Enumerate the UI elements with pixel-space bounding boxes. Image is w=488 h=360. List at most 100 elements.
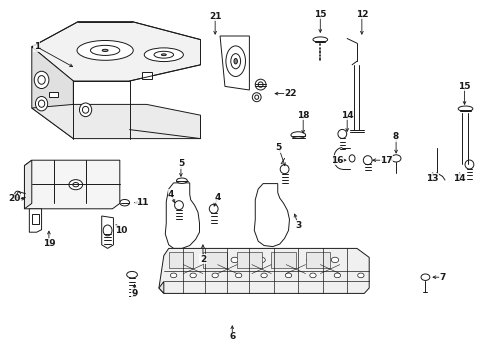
Text: 12: 12 [355,10,367,19]
Ellipse shape [161,54,166,55]
Text: 9: 9 [131,289,138,298]
Text: 8: 8 [392,132,398,141]
Text: 16: 16 [330,156,343,165]
Polygon shape [237,252,261,268]
Text: 10: 10 [115,226,127,235]
Ellipse shape [252,93,261,102]
Ellipse shape [363,156,371,165]
Ellipse shape [457,106,472,112]
Text: 7: 7 [438,273,445,282]
Ellipse shape [258,257,265,263]
Text: 5: 5 [275,143,281,152]
Ellipse shape [38,100,45,107]
Ellipse shape [79,103,92,117]
Text: 22: 22 [284,89,297,98]
Ellipse shape [90,45,120,55]
Polygon shape [159,248,368,293]
Ellipse shape [126,271,137,278]
Ellipse shape [182,257,189,263]
Ellipse shape [174,201,183,210]
Ellipse shape [282,257,289,263]
Ellipse shape [235,273,242,278]
Text: 5: 5 [178,159,183,168]
Ellipse shape [206,257,214,263]
Polygon shape [168,252,193,268]
Polygon shape [24,160,32,209]
Ellipse shape [38,76,45,84]
Polygon shape [32,47,73,139]
Polygon shape [24,160,120,209]
Ellipse shape [34,71,49,89]
Ellipse shape [331,257,338,263]
Ellipse shape [102,49,108,51]
Ellipse shape [120,199,129,206]
Ellipse shape [464,160,473,169]
Text: 15: 15 [313,10,326,19]
Polygon shape [254,184,289,247]
Ellipse shape [258,82,263,87]
Ellipse shape [306,257,314,263]
Text: 14: 14 [452,174,465,183]
Text: 21: 21 [208,12,221,21]
Polygon shape [271,252,295,268]
Ellipse shape [189,273,196,278]
Ellipse shape [285,273,291,278]
Polygon shape [32,22,200,81]
Polygon shape [165,183,199,248]
Text: 20: 20 [8,194,21,203]
Ellipse shape [337,129,346,138]
Polygon shape [203,252,227,268]
Ellipse shape [212,273,218,278]
Ellipse shape [233,58,237,64]
Polygon shape [159,282,163,293]
Ellipse shape [103,225,112,236]
Ellipse shape [255,79,265,90]
Text: 15: 15 [457,82,470,91]
Text: 4: 4 [167,190,174,199]
Ellipse shape [312,37,327,42]
Ellipse shape [82,107,89,113]
Ellipse shape [309,273,315,278]
Ellipse shape [144,48,183,62]
Polygon shape [220,36,249,90]
Ellipse shape [36,96,48,111]
Ellipse shape [225,46,245,77]
Ellipse shape [290,132,305,138]
Ellipse shape [348,155,354,162]
Text: 13: 13 [426,174,438,183]
Ellipse shape [170,273,176,278]
Polygon shape [29,209,41,232]
Ellipse shape [15,191,20,198]
Text: 17: 17 [379,156,392,165]
Text: 3: 3 [295,220,301,230]
Ellipse shape [154,51,173,58]
Ellipse shape [261,273,266,278]
Ellipse shape [231,257,238,263]
Text: 18: 18 [296,111,309,120]
Polygon shape [32,104,200,139]
Ellipse shape [390,155,400,162]
Polygon shape [32,214,39,224]
Ellipse shape [333,273,340,278]
Ellipse shape [280,165,288,174]
Ellipse shape [73,183,79,187]
Polygon shape [49,92,58,97]
Text: 4: 4 [214,194,221,202]
Ellipse shape [209,204,218,213]
Ellipse shape [254,95,258,99]
Ellipse shape [357,273,363,278]
Ellipse shape [77,40,133,60]
Polygon shape [305,252,329,268]
Ellipse shape [230,54,240,69]
Ellipse shape [420,274,429,280]
Text: 1: 1 [34,42,40,51]
Text: 6: 6 [229,332,235,341]
Ellipse shape [69,180,82,190]
Text: 14: 14 [340,111,353,120]
Ellipse shape [176,178,187,183]
Polygon shape [102,216,113,248]
Text: 11: 11 [135,198,148,207]
Text: 2: 2 [200,255,205,264]
Text: 19: 19 [42,238,55,248]
Polygon shape [142,72,151,79]
